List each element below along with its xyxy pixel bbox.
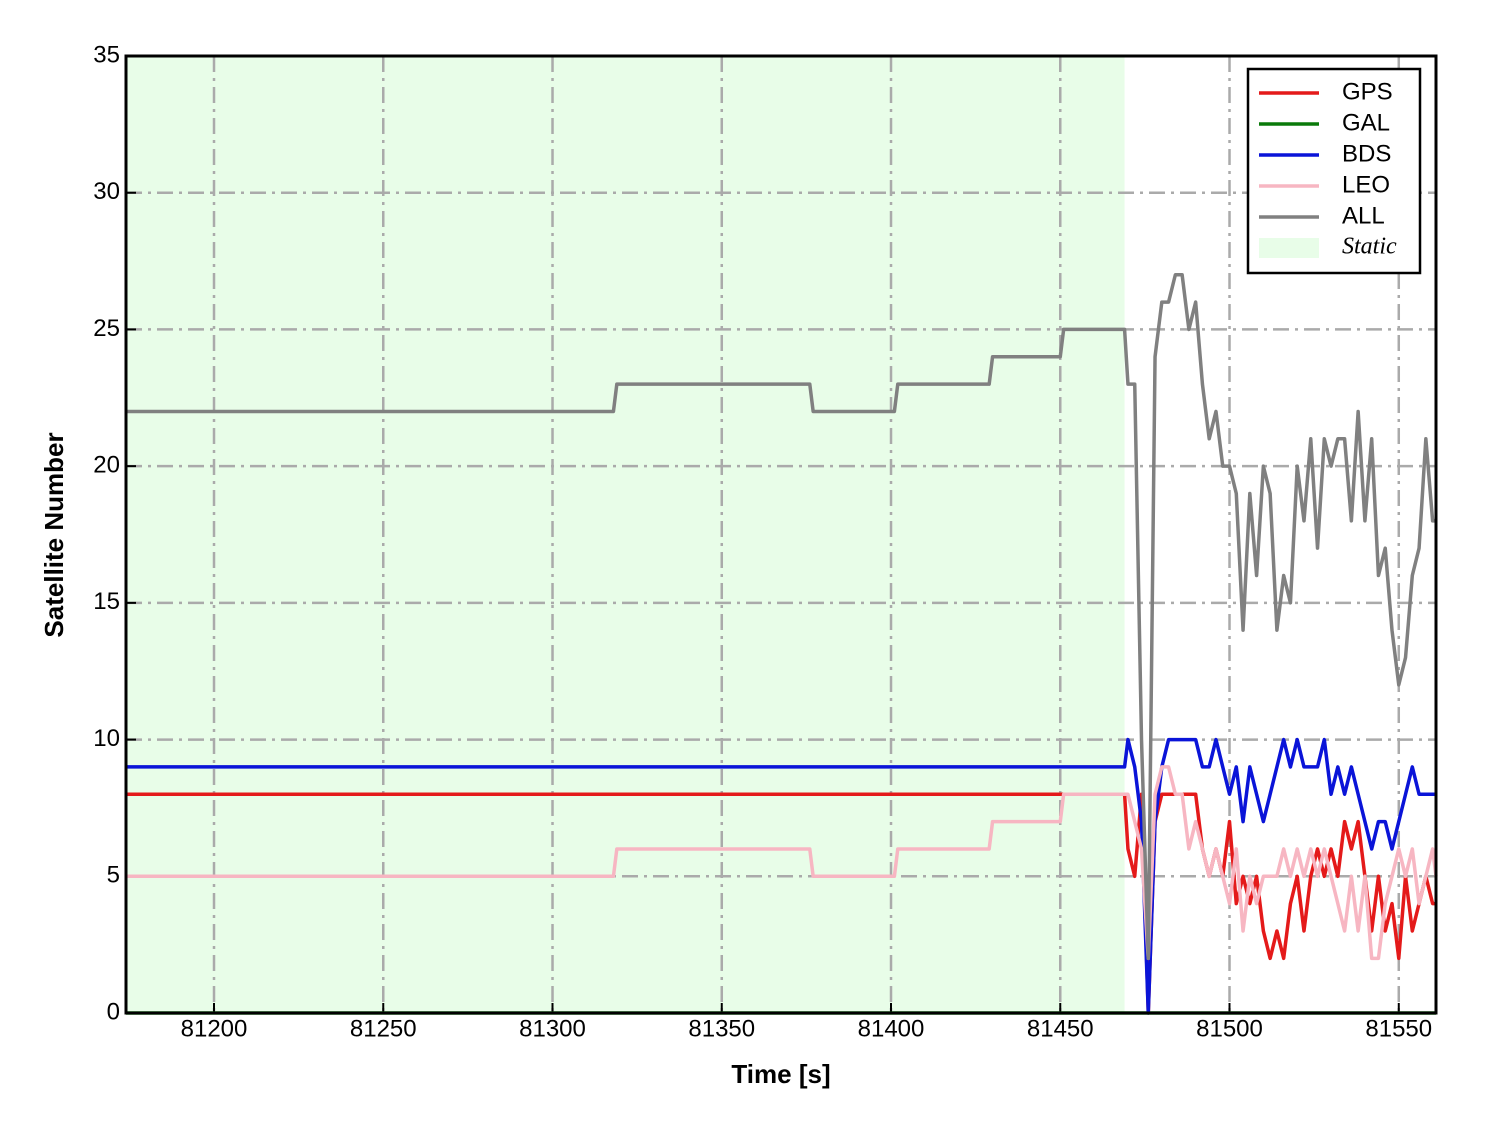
legend-label: BDS bbox=[1342, 140, 1391, 167]
y-tick-label: 35 bbox=[93, 41, 120, 68]
legend-swatch bbox=[1259, 238, 1319, 258]
x-axis-label: Time [s] bbox=[731, 1059, 830, 1089]
y-tick-label: 5 bbox=[107, 862, 120, 889]
y-tick-label: 30 bbox=[93, 178, 120, 205]
y-tick-label: 20 bbox=[93, 451, 120, 478]
y-axis-label: Satellite Number bbox=[39, 432, 69, 637]
x-tick-label: 81500 bbox=[1196, 1015, 1263, 1042]
y-tick-label: 10 bbox=[93, 725, 120, 752]
legend-label: ALL bbox=[1342, 202, 1385, 229]
x-tick-label: 81350 bbox=[688, 1015, 755, 1042]
y-tick-label: 15 bbox=[93, 588, 120, 615]
shaded-region bbox=[126, 56, 1125, 1013]
legend-label: Static bbox=[1342, 234, 1397, 260]
y-tick-label: 25 bbox=[93, 315, 120, 342]
line-series bbox=[126, 765, 1438, 961]
line-series bbox=[126, 737, 1436, 1015]
legend-label: GAL bbox=[1342, 109, 1390, 136]
legend-label: GPS bbox=[1342, 78, 1393, 105]
y-tick-label: 0 bbox=[107, 998, 120, 1025]
x-tick-label: 81400 bbox=[858, 1015, 925, 1042]
line-series bbox=[126, 272, 1436, 961]
plot-frame bbox=[124, 54, 1438, 1015]
x-tick-label: 81250 bbox=[350, 1015, 417, 1042]
x-tick-label: 81300 bbox=[519, 1015, 586, 1042]
x-tick-label: 81550 bbox=[1365, 1015, 1432, 1042]
legend-label: LEO bbox=[1342, 171, 1390, 198]
x-tick-label: 81450 bbox=[1027, 1015, 1094, 1042]
x-tick-label: 81200 bbox=[181, 1015, 248, 1042]
